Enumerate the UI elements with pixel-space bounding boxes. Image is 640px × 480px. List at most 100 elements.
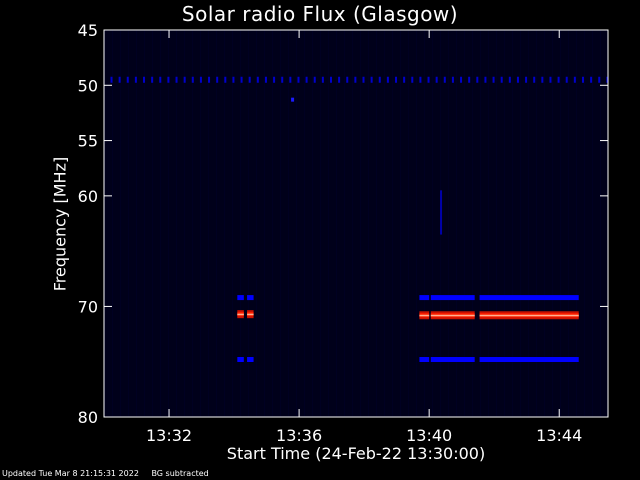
noise-column: [448, 30, 449, 417]
band-dash: [419, 76, 422, 83]
noise-column: [264, 30, 265, 417]
noise-column: [528, 30, 529, 417]
axis-frame: [103, 29, 609, 418]
footer: Updated Tue Mar 8 21:15:31 2022 BG subtr…: [2, 469, 219, 478]
band-dash: [508, 76, 511, 83]
band-dash: [354, 76, 357, 83]
background-note: BG subtracted: [151, 469, 209, 478]
noise-column: [520, 30, 521, 417]
noise-column: [400, 30, 401, 417]
band-dash: [378, 76, 381, 83]
noise-column: [200, 30, 201, 417]
noise-column: [304, 30, 305, 417]
emission-band: [237, 295, 244, 301]
noise-column: [568, 30, 569, 417]
band-dash: [565, 76, 568, 83]
band-dash: [313, 76, 316, 83]
band-dash: [395, 76, 398, 83]
noise-column: [280, 30, 281, 417]
band-dash: [476, 76, 479, 83]
noise-column: [328, 30, 329, 417]
y-tick-label: 70: [78, 297, 98, 316]
band-dash: [289, 76, 292, 83]
band-dash: [411, 76, 414, 83]
plot-area: [104, 30, 608, 417]
noise-column: [384, 30, 385, 417]
band-dash: [557, 76, 560, 83]
noise-column: [152, 30, 153, 417]
emission-band-core: [419, 314, 430, 317]
noise-column: [456, 30, 457, 417]
band-dash: [541, 76, 544, 83]
emission-band: [479, 357, 579, 363]
band-dash: [224, 76, 227, 83]
band-dash: [151, 76, 154, 83]
y-tick-label: 50: [78, 76, 98, 95]
noise-column: [512, 30, 513, 417]
noise-column: [224, 30, 225, 417]
noise-column: [480, 30, 481, 417]
y-tick-label: 60: [78, 187, 98, 206]
x-axis-label: Start Time (24-Feb-22 13:30:00): [226, 444, 486, 463]
y-axis-label: Frequency [MHz]: [50, 156, 70, 292]
noise-column: [256, 30, 257, 417]
y-tick-label: 55: [78, 132, 98, 151]
band-dash: [590, 76, 593, 83]
emission-band: [419, 357, 430, 363]
noise-column: [272, 30, 273, 417]
band-dash: [183, 76, 186, 83]
noise-column: [232, 30, 233, 417]
band-dash: [451, 76, 454, 83]
band-dash: [191, 76, 194, 83]
noise-column: [416, 30, 417, 417]
x-tick-label: 13:32: [146, 426, 192, 445]
x-tick-label: 13:40: [406, 426, 452, 445]
emission-band: [419, 295, 430, 301]
noise-column: [352, 30, 353, 417]
band-dash: [370, 76, 373, 83]
band-dash: [216, 76, 219, 83]
noise-column: [168, 30, 169, 417]
emission-band: [430, 295, 475, 301]
noise-column: [504, 30, 505, 417]
band-dash: [573, 76, 576, 83]
band-dash: [232, 76, 235, 83]
y-tick-label: 45: [78, 21, 98, 40]
band-dash: [549, 76, 552, 83]
chart-title: Solar radio Flux (Glasgow): [181, 2, 459, 26]
band-dash: [427, 76, 430, 83]
noise-column: [488, 30, 489, 417]
band-dash: [321, 76, 324, 83]
x-tick-label: 13:44: [536, 426, 582, 445]
band-dash: [143, 76, 146, 83]
band-dash: [118, 76, 121, 83]
band-dash: [110, 76, 113, 83]
noise-column: [592, 30, 593, 417]
band-dash: [516, 76, 519, 83]
band-dash: [273, 76, 276, 83]
noise-column: [176, 30, 177, 417]
x-tick-label: 13:36: [276, 426, 322, 445]
noise-column: [216, 30, 217, 417]
band-dash: [175, 76, 178, 83]
band-dash: [500, 76, 503, 83]
noise-column: [560, 30, 561, 417]
band-dash: [346, 76, 349, 83]
band-dash: [208, 76, 211, 83]
noise-column: [128, 30, 129, 417]
noise-column: [312, 30, 313, 417]
band-dash: [281, 76, 284, 83]
noise-column: [584, 30, 585, 417]
noise-column: [240, 30, 241, 417]
band-dash: [329, 76, 332, 83]
noise-column: [120, 30, 121, 417]
band-dash: [598, 76, 601, 83]
noise-column: [192, 30, 193, 417]
emission-band: [237, 357, 244, 363]
band-dash: [199, 76, 202, 83]
band-dash: [435, 76, 438, 83]
noise-column: [184, 30, 185, 417]
band-dash: [484, 76, 487, 83]
noise-column: [424, 30, 425, 417]
band-dash: [240, 76, 243, 83]
